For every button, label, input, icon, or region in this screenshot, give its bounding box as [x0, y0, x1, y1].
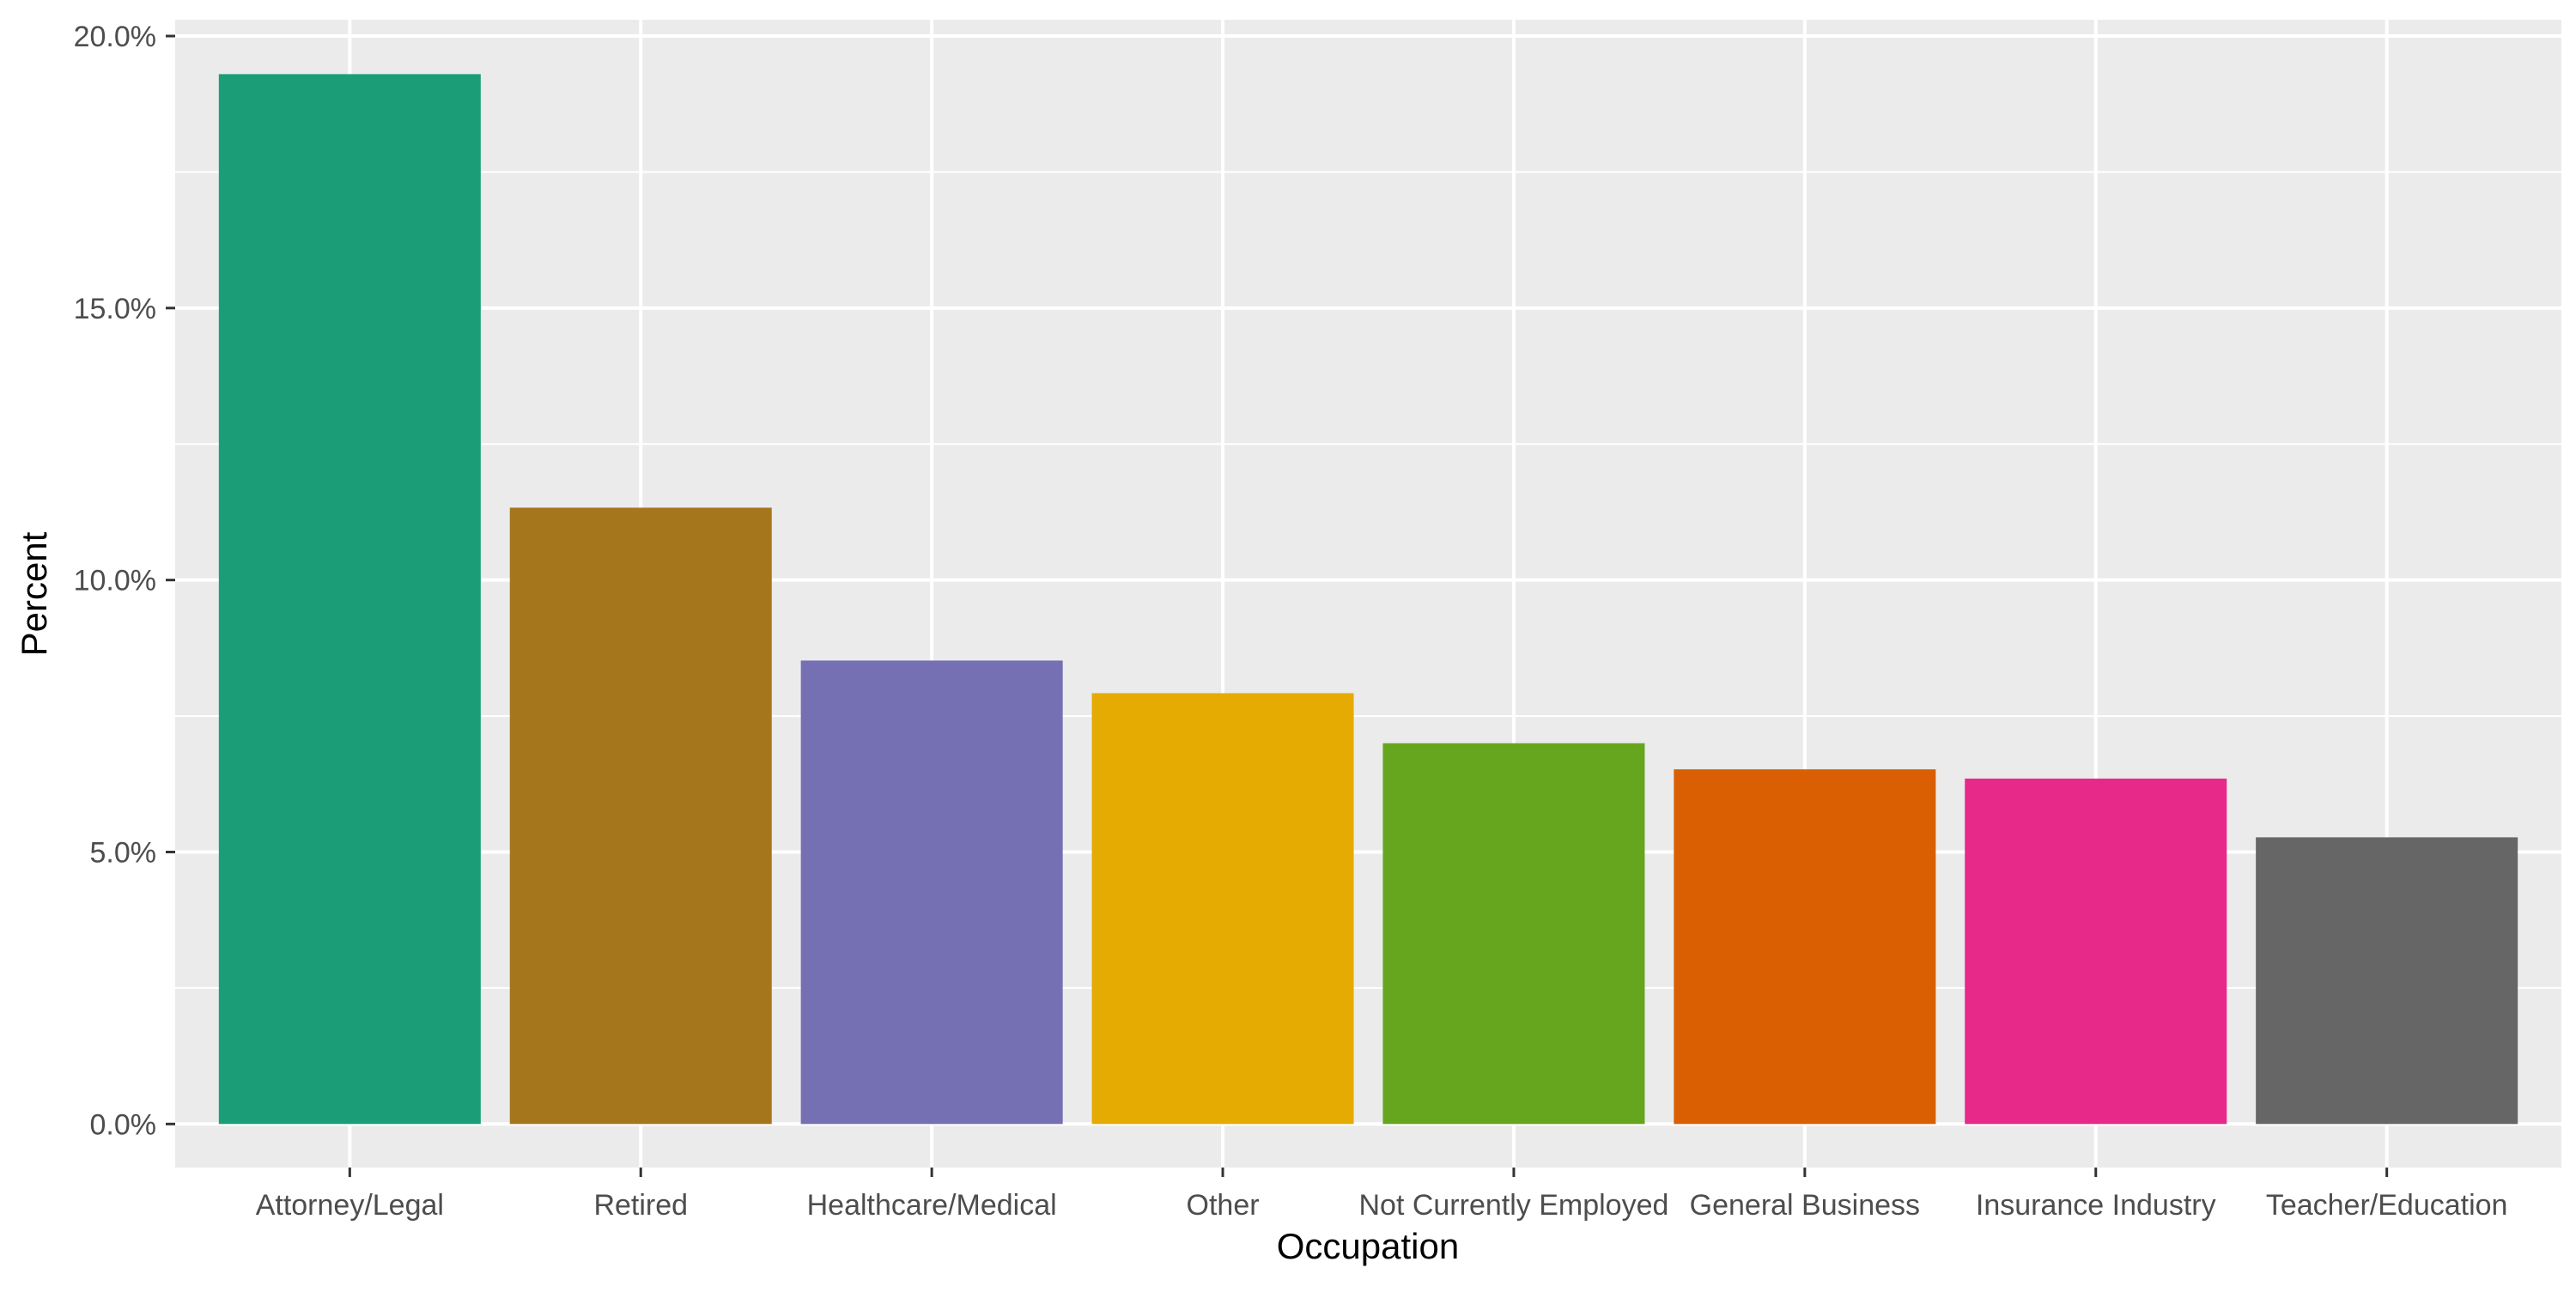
bars [218, 74, 2518, 1125]
y-tick-label: 0.0% [90, 1108, 157, 1141]
bar [509, 507, 772, 1125]
x-tick-label: Teacher/Education [2266, 1189, 2508, 1222]
x-axis-title: Occupation [1277, 1226, 1459, 1266]
x-tick-label: Attorney/Legal [256, 1189, 444, 1222]
y-tick-label: 10.0% [74, 565, 156, 597]
y-axis-title: Percent [14, 531, 54, 656]
x-tick-label: Retired [593, 1189, 688, 1222]
x-tick-label: Insurance Industry [1976, 1189, 2216, 1222]
bar [1674, 769, 1936, 1125]
y-tick-label: 15.0% [74, 293, 156, 325]
y-axis-ticks: 0.0% 5.0% 10.0% 15.0% 20.0% [74, 21, 175, 1141]
bar [218, 74, 481, 1125]
bar [2256, 837, 2518, 1125]
x-tick-label: Not Currently Employed [1358, 1189, 1668, 1222]
bar [1965, 778, 2227, 1125]
y-tick-label: 20.0% [74, 21, 156, 53]
bar [1091, 693, 1354, 1125]
x-tick-label: Other [1187, 1189, 1260, 1222]
y-tick-label: 5.0% [90, 836, 157, 869]
x-axis-ticks: Attorney/Legal Retired Healthcare/Medical O… [256, 1168, 2508, 1222]
x-tick-label: Healthcare/Medical [807, 1189, 1057, 1222]
bar [800, 660, 1063, 1125]
x-tick-label: General Business [1690, 1189, 1920, 1222]
bar [1382, 743, 1645, 1125]
